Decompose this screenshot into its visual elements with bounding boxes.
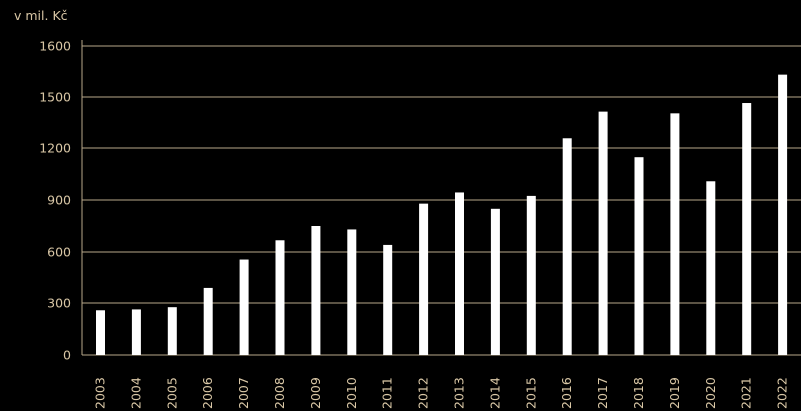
y-axis-ticks: 0 300 600 900 1200 1500 1600 [39, 39, 71, 363]
x-tick-label: 2011 [380, 377, 395, 409]
bar-2008 [275, 240, 285, 355]
bar-2007 [239, 259, 249, 355]
x-tick-label: 2006 [200, 377, 215, 409]
y-tick-label: 600 [47, 245, 71, 260]
x-tick-label: 2004 [128, 377, 143, 409]
x-tick-label: 2013 [452, 377, 467, 409]
x-tick-label: 2007 [236, 377, 251, 409]
bar-2010 [347, 229, 357, 355]
x-tick-label: 2016 [559, 377, 574, 409]
x-tick-label: 2015 [523, 377, 538, 409]
y-tick-label: 300 [47, 296, 71, 311]
x-tick-label: 2012 [416, 377, 431, 409]
bar-2016 [562, 138, 572, 355]
bar-2022 [778, 74, 788, 355]
x-tick-label: 2010 [344, 377, 359, 409]
x-tick-label: 2020 [703, 377, 718, 409]
x-tick-label: 2008 [272, 377, 287, 409]
bar-2012 [419, 203, 429, 355]
gridlines [81, 40, 801, 356]
x-tick-label: 2022 [775, 377, 790, 409]
bar-2017 [598, 111, 608, 356]
bar-2014 [490, 208, 500, 355]
bar-2003 [96, 310, 105, 355]
x-tick-label: 2003 [93, 377, 108, 409]
bar-2020 [706, 181, 716, 355]
x-tick-label: 2019 [667, 377, 682, 409]
y-tick-label: 0 [63, 348, 71, 363]
bar-2006 [203, 287, 213, 355]
y-tick-label: 900 [47, 193, 71, 208]
bar-2009 [311, 226, 321, 355]
bar-2018 [634, 157, 644, 355]
bar-2019 [670, 113, 680, 355]
x-tick-label: 2009 [308, 377, 323, 409]
bar-2011 [383, 244, 393, 355]
bar-2005 [167, 307, 177, 355]
y-axis-unit-label: v mil. Kč [14, 8, 68, 23]
x-tick-label: 2005 [164, 377, 179, 409]
x-tick-label: 2017 [595, 377, 610, 409]
y-tick-label: 1200 [39, 141, 71, 156]
bar-2004 [131, 309, 141, 355]
y-tick-label: 1600 [39, 39, 71, 54]
bar-2021 [742, 103, 752, 356]
x-tick-label: 2018 [631, 377, 646, 409]
bar-2013 [455, 192, 464, 355]
y-tick-label: 1500 [39, 90, 71, 105]
bars [96, 74, 788, 356]
x-tick-label: 2021 [739, 377, 754, 409]
x-axis-ticks: 2003 2004 2005 2006 2007 2008 2009 2010 2011 2012… [93, 377, 790, 409]
x-tick-label: 2014 [487, 377, 502, 409]
bar-2015 [526, 195, 536, 355]
